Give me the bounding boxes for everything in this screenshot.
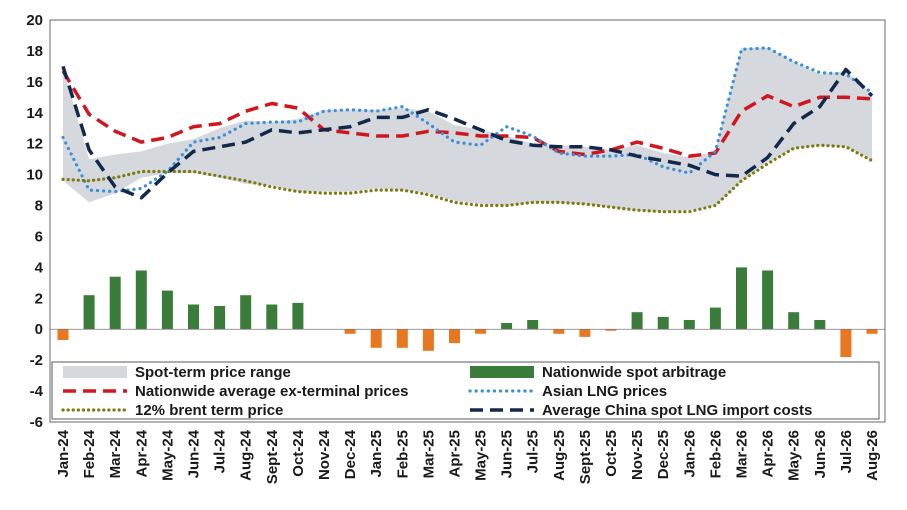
x-tick-label: Aug-26: [864, 430, 881, 481]
arbitrage-bar-may-25: [475, 329, 486, 334]
arbitrage-bar-jan-24: [57, 329, 69, 340]
arbitrage-bar-jun-24: [188, 304, 199, 330]
arbitrage-bar-may-24: [161, 290, 173, 330]
y-tick-label: 0: [35, 321, 43, 338]
y-tick-label: -6: [30, 414, 43, 431]
legend: Spot-term price range Nationwide spot arb…: [51, 361, 880, 420]
x-tick-label: Oct-24: [290, 429, 307, 476]
y-tick-label: 20: [26, 12, 43, 29]
spot-term-range-area: [63, 47, 872, 212]
y-tick-label: 2: [35, 290, 43, 307]
legend-label-asian-lng-prices: Asian LNG prices: [542, 383, 667, 400]
x-tick-label: Dec-25: [655, 430, 672, 479]
x-tick-label: Mar-26: [733, 430, 750, 478]
x-tick-label: Jan-25: [368, 430, 385, 478]
arbitrage-bar-jul-25: [527, 320, 539, 330]
x-tick-label: Apr-25: [446, 430, 463, 478]
y-tick-label: 10: [26, 167, 43, 184]
y-tick-label: 8: [35, 198, 43, 215]
y-tick-label: -4: [30, 383, 44, 400]
arbitrage-bar-apr-26: [762, 270, 774, 330]
legend-label-12-brent-term-price: 12% brent term price: [135, 402, 283, 419]
x-tick-label: May-25: [473, 430, 490, 481]
legend-label-nationwide-spot-arbitrage: Nationwide spot arbitrage: [542, 364, 726, 381]
arbitrage-bar-sept-25: [579, 329, 591, 337]
arbitrage-bar-sept-24: [266, 304, 278, 330]
plot-frame: [49, 19, 886, 423]
x-tick-label: Apr-24: [133, 429, 150, 477]
x-tick-label: Jul-26: [838, 430, 855, 473]
legend-label-spot-term-price-range: Spot-term price range: [135, 364, 291, 381]
x-tick-label: Feb-24: [81, 429, 98, 478]
x-tick-label: Aug-25: [551, 430, 568, 481]
arbitrage-bar-may-26: [788, 312, 800, 330]
x-tick-label: Aug-24: [238, 429, 255, 480]
arbitrage-bar-feb-25: [396, 329, 408, 348]
arbitrage-bar-mar-25: [422, 329, 434, 351]
arbitrage-bar-jun-26: [814, 320, 826, 330]
arbitrage-bar-jan-25: [370, 329, 382, 348]
y-tick-label: 18: [26, 43, 43, 60]
x-tick-label: Sept-25: [577, 430, 594, 484]
y-tick-label: 6: [35, 228, 43, 245]
legend-swatch-spot-term-price-range: [63, 366, 127, 378]
x-tick-label: Mar-25: [420, 430, 437, 478]
arbitrage-bar-apr-25: [449, 329, 460, 344]
x-tick-label: Nov-24: [316, 429, 333, 480]
x-tick-label: Feb-25: [394, 430, 411, 478]
legend-label-nationwide-average-ex-terminal-prices: Nationwide average ex-terminal prices: [135, 383, 408, 400]
x-tick-label: Jul-25: [525, 430, 542, 473]
x-tick-label: Jun-26: [812, 430, 829, 478]
legend-box: [51, 361, 880, 420]
x-tick-label: Jun-24: [186, 429, 203, 478]
legend-swatch-nationwide-spot-arbitrage: [470, 366, 534, 378]
arbitrage-bar-oct-24: [292, 302, 304, 330]
x-tick-label: Jan-24: [55, 429, 72, 477]
spot-term-band-layer: [63, 47, 872, 212]
x-tick-label: Jun-25: [499, 430, 516, 478]
arbitrage-bar-jun-25: [501, 323, 513, 330]
price-line-layer: [61, 46, 874, 214]
x-tick-label: Jan-26: [681, 430, 698, 478]
x-tick-label: Feb-26: [707, 430, 724, 478]
line-12-brent-term-price: [61, 143, 874, 214]
arbitrage-bar-feb-24: [83, 295, 95, 330]
arbitrage-bar-oct-25: [605, 329, 617, 331]
x-tick-label: May-26: [786, 430, 803, 481]
arbitrage-bar-aug-25: [553, 329, 565, 334]
x-tick-label: Oct-25: [603, 430, 620, 477]
arbitrage-bar-mar-26: [736, 267, 747, 330]
arbitrage-bar-nov-25: [631, 312, 643, 330]
arbitrage-bar-aug-24: [240, 295, 252, 330]
x-tick-label: Dec-24: [342, 429, 359, 479]
x-tick-label: Jul-24: [212, 429, 229, 473]
y-tick-label: 4: [35, 259, 44, 276]
arbitrage-bar-jan-26: [683, 320, 695, 330]
x-tick-label: May-24: [159, 429, 176, 481]
arbitrage-bar-feb-26: [709, 307, 721, 330]
y-tick-label: 12: [26, 136, 43, 153]
y-tick-label: 14: [26, 105, 43, 122]
arbitrage-bar-aug-26: [866, 329, 878, 334]
arbitrage-bar-mar-24: [109, 276, 121, 330]
arbitrage-bar-jul-26: [840, 329, 852, 357]
y-tick-label: -2: [30, 352, 43, 369]
x-tick-label: Apr-26: [760, 430, 777, 478]
arbitrage-bar-dec-25: [657, 316, 669, 330]
y-tick-label: 16: [26, 74, 43, 91]
arbitrage-bar-jul-24: [214, 306, 226, 330]
line-average-china-spot-lng-import-costs: [61, 65, 874, 200]
line-nationwide-average-ex-terminal-prices: [61, 70, 873, 158]
x-tick-label: Nov-25: [629, 430, 646, 480]
arbitrage-bar-layer: [57, 267, 878, 357]
legend-label-average-china-spot-lng-import-costs: Average China spot LNG import costs: [542, 402, 812, 419]
arbitrage-bar-dec-24: [344, 329, 356, 334]
arbitrage-bar-apr-24: [135, 270, 147, 330]
x-tick-label: Sept-24: [264, 429, 281, 484]
x-tick-label: Mar-24: [107, 429, 124, 478]
